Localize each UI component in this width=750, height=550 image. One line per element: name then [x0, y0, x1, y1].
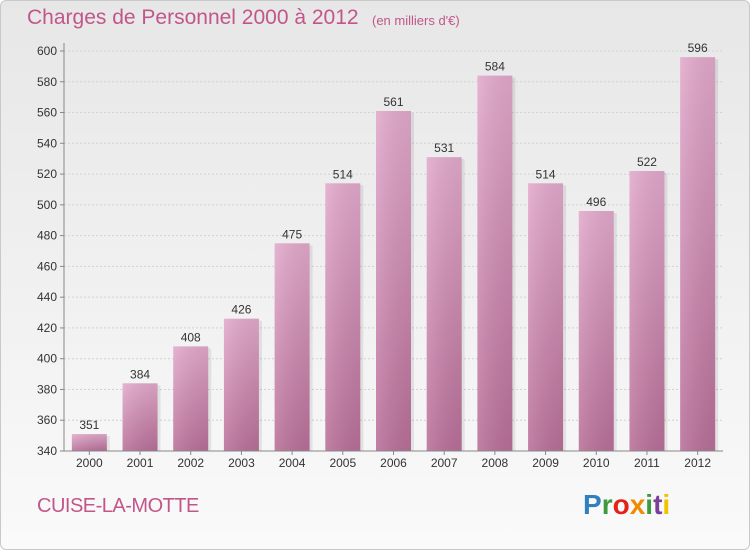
y-tick-label: 380: [37, 382, 57, 396]
bar-highlight: [680, 57, 716, 452]
y-tick-label: 520: [37, 167, 57, 181]
bar-highlight: [376, 111, 411, 451]
x-tick-label: 2011: [634, 456, 660, 470]
x-tick-label: 2007: [431, 456, 458, 470]
x-tick-label: 2009: [532, 456, 559, 470]
bar-highlight: [477, 75, 513, 451]
bar-value-label: 514: [333, 167, 353, 181]
chart-subtitle: (en milliers d'€): [372, 13, 460, 28]
y-tick-label: 500: [37, 198, 57, 212]
bar-highlight: [578, 211, 614, 451]
y-tick-label: 360: [37, 413, 57, 427]
logo-letter: x: [629, 489, 646, 520]
y-tick-label: 440: [37, 290, 57, 304]
bar-value-label: 561: [383, 95, 403, 109]
bar-highlight: [528, 183, 564, 452]
logo-letter: i: [662, 489, 671, 520]
bar-value-label: 514: [536, 167, 556, 181]
y-tick-label: 340: [37, 444, 57, 458]
y-tick-label: 560: [37, 106, 57, 120]
bar-highlight: [426, 157, 462, 451]
bar-value-label: 584: [485, 60, 505, 74]
x-tick-label: 2004: [279, 456, 306, 470]
x-tick-label: 2003: [228, 456, 255, 470]
y-tick-label: 420: [37, 321, 57, 335]
bar-highlight: [274, 243, 310, 451]
bar-value-label: 522: [637, 155, 657, 169]
bar-value-label: 351: [79, 418, 99, 432]
x-tick-label: 2012: [684, 456, 711, 470]
proxiti-logo: Proxiti: [583, 489, 670, 521]
x-tick-label: 2010: [583, 456, 610, 470]
bar-value-label: 426: [231, 303, 251, 317]
bar-highlight: [629, 171, 665, 451]
logo-letter: r: [601, 489, 613, 520]
y-tick-label: 600: [37, 44, 57, 58]
town-name: CUISE-LA-MOTTE: [37, 495, 199, 517]
x-tick-label: 2005: [329, 456, 356, 470]
y-tick-label: 480: [37, 229, 57, 243]
bar-highlight: [71, 434, 107, 451]
y-tick-label: 460: [37, 259, 57, 273]
bar-value-label: 475: [282, 227, 302, 241]
x-tick-label: 2008: [482, 456, 509, 470]
bar-value-label: 531: [434, 141, 454, 155]
logo-letter: i: [645, 489, 654, 520]
bar-highlight: [122, 383, 158, 451]
x-tick-label: 2006: [380, 456, 407, 470]
logo-letter: P: [583, 489, 602, 520]
bar-value-label: 384: [130, 367, 150, 381]
bar-highlight: [173, 346, 209, 451]
y-tick-label: 400: [37, 352, 57, 366]
logo-letter: t: [653, 489, 663, 520]
bar-value-label: 408: [181, 330, 201, 344]
bar-highlight: [325, 183, 361, 452]
bar-highlight: [223, 318, 259, 451]
chart-title: Charges de Personnel 2000 à 2012: [27, 6, 359, 29]
bar-value-label: 596: [688, 41, 708, 55]
y-tick-label: 540: [37, 136, 57, 150]
x-tick-label: 2001: [127, 456, 154, 470]
y-tick-label: 580: [37, 75, 57, 89]
logo-letter: o: [612, 489, 630, 520]
bar-value-label: 496: [586, 195, 606, 209]
x-tick-label: 2002: [177, 456, 204, 470]
x-tick-label: 2000: [76, 456, 103, 470]
